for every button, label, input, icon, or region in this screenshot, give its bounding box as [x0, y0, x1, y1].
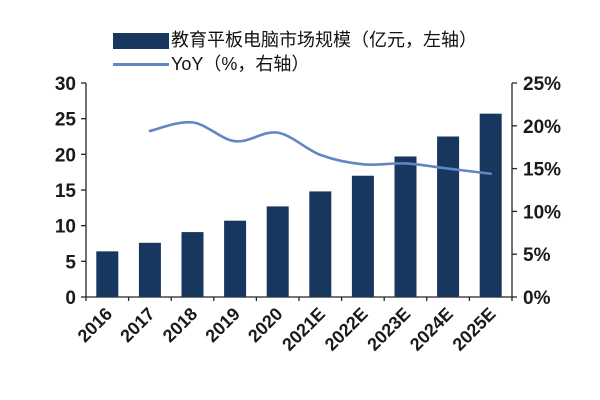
right-axis-tick-label: 20%	[523, 117, 561, 138]
x-axis-category-label: 2016	[74, 304, 116, 346]
right-axis-tick-label: 5%	[523, 245, 551, 266]
left-axis-tick-label: 20	[55, 145, 76, 166]
bar-2020	[266, 206, 289, 297]
right-axis-tick-label: 25%	[523, 74, 561, 95]
legend-bar-label: 教育平板电脑市场规模（亿元，左轴）	[171, 30, 477, 50]
bar-2018	[181, 232, 204, 297]
legend-item-yoy: YoY（%，右轴）	[113, 54, 477, 76]
left-axis-tick-label: 15	[55, 181, 77, 202]
bar-2016	[96, 251, 119, 297]
x-axis-category-label: 2019	[201, 304, 243, 346]
line-series-swatch-icon	[113, 62, 169, 66]
legend-line-label: YoY（%，右轴）	[171, 53, 310, 74]
right-axis-tick-label: 0%	[523, 288, 551, 309]
x-axis-category-label: 2024E	[406, 304, 457, 355]
left-axis-tick-label: 25	[55, 110, 77, 131]
bar-2019	[224, 220, 247, 297]
x-axis-category-label: 2023E	[363, 304, 414, 355]
left-axis-tick-label: 5	[65, 252, 76, 273]
x-axis-category-label: 2025E	[449, 304, 500, 355]
x-axis-category-label: 2022E	[321, 304, 372, 355]
bar-2017	[138, 242, 161, 297]
bar-2024E	[437, 136, 460, 297]
right-axis-tick-label: 15%	[523, 160, 561, 181]
x-axis-category-label: 2021E	[278, 304, 329, 355]
bar-2022E	[351, 175, 374, 297]
left-axis-tick-label: 30	[55, 74, 76, 95]
legend-item-market-size: 教育平板电脑市场规模（亿元，左轴）	[113, 30, 477, 52]
left-axis-tick-label: 0	[65, 288, 76, 309]
bar-series-swatch-icon	[113, 32, 169, 49]
yoy-line	[148, 120, 492, 176]
bar-2023E	[394, 156, 417, 297]
right-axis-tick-label: 10%	[523, 202, 561, 223]
x-axis-category-label: 2017	[116, 304, 158, 346]
bar-2025E	[479, 113, 502, 297]
bar-2021E	[309, 191, 332, 297]
x-axis-category-label: 2018	[159, 304, 201, 346]
chart-legend: 教育平板电脑市场规模（亿元，左轴） YoY（%，右轴）	[113, 30, 477, 75]
left-axis-tick-label: 10	[55, 217, 76, 238]
